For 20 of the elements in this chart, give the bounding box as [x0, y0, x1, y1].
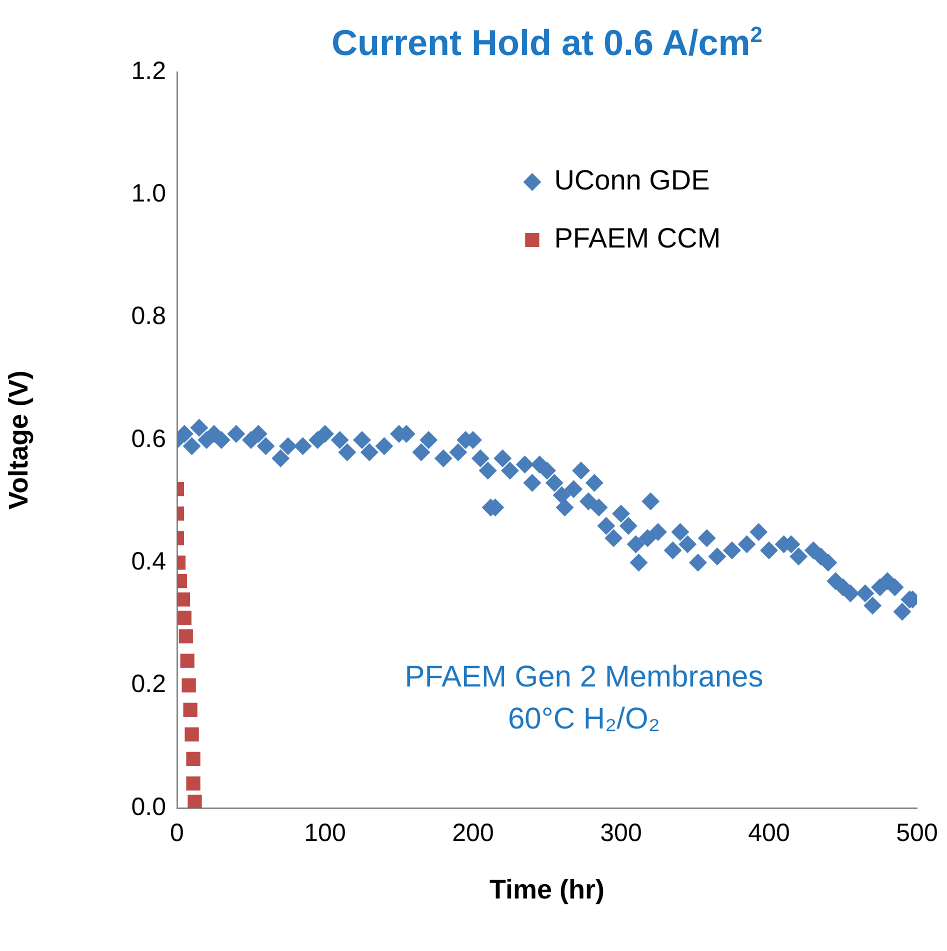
y-tick-label: 0.8 — [131, 302, 166, 330]
annotation: PFAEM Gen 2 Membranes — [404, 660, 764, 694]
y-tick-label: 0.2 — [131, 670, 166, 698]
x-tick-label: 400 — [748, 818, 790, 847]
y-tick-label: 0.4 — [131, 548, 166, 576]
legend-label: UConn GDE — [554, 164, 710, 196]
chart-title: Current Hold at 0.6 A/cm$^{2}$ — [330, 22, 764, 64]
legend-label: PFAEM CCM — [554, 222, 721, 254]
x-tick-label: 100 — [304, 818, 346, 847]
y-tick-label: 0.0 — [131, 792, 166, 821]
x-tick-label: 0 — [170, 818, 184, 847]
annotation: 60°C H₂/O₂ — [508, 702, 660, 736]
x-tick-label: 300 — [600, 818, 642, 847]
y-tick-label: 1.2 — [131, 56, 166, 85]
y-tick-label: 0.6 — [131, 424, 166, 453]
x-axis-title: Time (hr) — [489, 874, 605, 904]
y-tick-label: 1.0 — [131, 180, 166, 208]
x-tick-label: 500 — [896, 818, 938, 847]
x-tick-label: 200 — [452, 818, 494, 847]
y-axis-title: Voltage (V) — [4, 370, 34, 510]
